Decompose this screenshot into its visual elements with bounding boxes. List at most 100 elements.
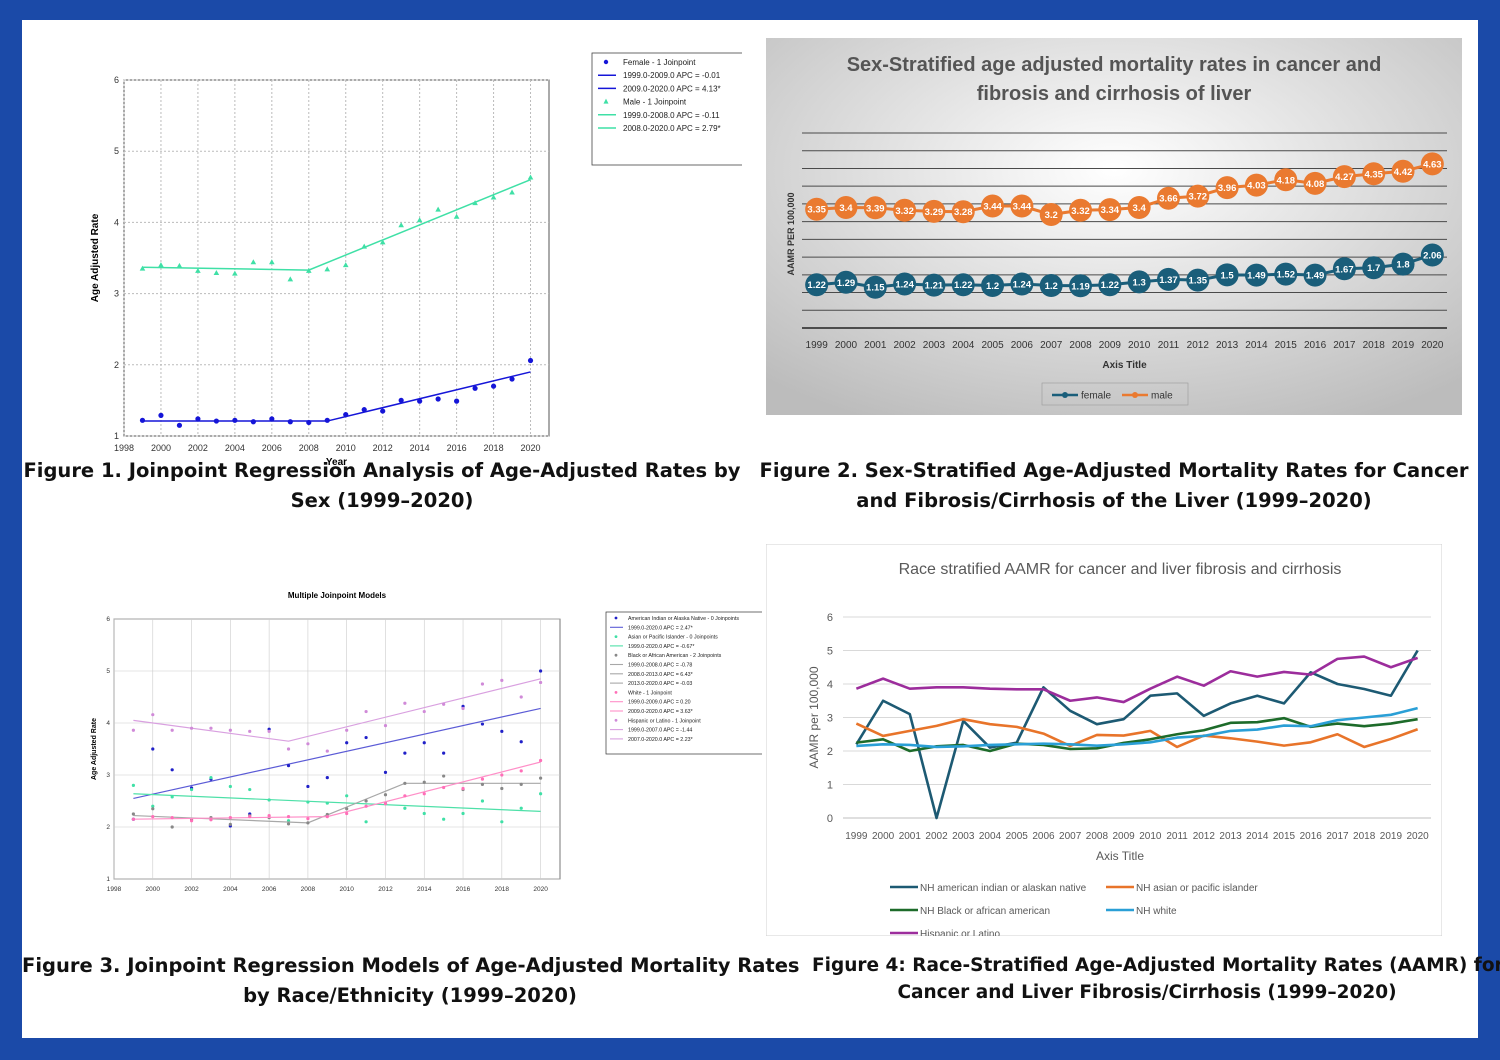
data-point xyxy=(519,695,523,699)
x-axis-title: Axis Title xyxy=(1102,360,1147,371)
data-point xyxy=(442,774,446,778)
series-line xyxy=(816,253,1433,289)
x-tick-label: 2002 xyxy=(925,831,948,842)
data-marker xyxy=(1244,263,1268,287)
data-point xyxy=(287,419,293,425)
data-point xyxy=(287,276,294,282)
y-tick-label: 5 xyxy=(114,146,119,156)
data-point xyxy=(306,821,310,825)
y-axis-title: Age Adjusted Rate xyxy=(91,718,98,780)
x-tick-label: 1998 xyxy=(107,886,122,893)
data-point xyxy=(361,407,367,413)
data-point xyxy=(228,784,232,789)
legend-label: 2008.0-2013.0 APC = 6.43* xyxy=(628,672,693,678)
x-tick-label: 2004 xyxy=(979,831,1002,842)
x-tick-label: 2010 xyxy=(1139,831,1162,842)
data-point xyxy=(480,722,485,726)
x-tick-label: 2012 xyxy=(1187,340,1210,351)
data-point xyxy=(151,807,155,811)
data-point xyxy=(209,776,213,780)
y-tick-label: 6 xyxy=(827,612,833,624)
data-marker xyxy=(1274,168,1298,192)
data-label: 4.18 xyxy=(1277,175,1296,186)
data-marker xyxy=(922,273,946,297)
y-tick-label: 3 xyxy=(827,713,833,725)
data-label: 1.21 xyxy=(925,281,944,292)
data-point xyxy=(324,417,330,423)
data-label: 1.7 xyxy=(1367,263,1380,274)
data-marker xyxy=(1244,173,1268,197)
fig3-caption-line: Figure 3. Joinpoint Regression Models of… xyxy=(22,954,800,977)
y-tick-label: 4 xyxy=(106,720,110,727)
data-marker xyxy=(1186,268,1210,292)
data-label: 3.66 xyxy=(1159,194,1178,205)
legend-label: 1999.0-2008.0 APC = -0.11 xyxy=(623,111,720,120)
data-point xyxy=(345,811,349,816)
data-point xyxy=(248,815,252,819)
data-point xyxy=(442,785,446,790)
data-label: 4.03 xyxy=(1247,181,1266,192)
data-point xyxy=(170,825,174,829)
x-tick-label: 2017 xyxy=(1333,340,1356,351)
data-point xyxy=(403,781,407,785)
x-tick-label: 1998 xyxy=(114,443,134,453)
data-point xyxy=(539,669,543,673)
data-marker xyxy=(1010,272,1034,296)
x-tick-label: 2005 xyxy=(1006,831,1029,842)
data-point xyxy=(509,376,515,382)
data-point xyxy=(472,385,478,391)
fig1-caption: Figure 1. Joinpoint Regression Analysis … xyxy=(22,456,742,516)
x-tick-label: 2000 xyxy=(146,886,161,893)
data-label: 3.35 xyxy=(807,205,826,216)
data-label: 4.08 xyxy=(1306,179,1325,190)
y-tick-label: 3 xyxy=(114,289,119,299)
data-point xyxy=(248,787,252,792)
legend-label: female xyxy=(1081,391,1111,402)
data-label: 1.15 xyxy=(866,283,885,294)
data-label: 3.34 xyxy=(1101,205,1120,216)
x-tick-label: 2009 xyxy=(1113,831,1136,842)
x-tick-label: 2018 xyxy=(1363,340,1386,351)
legend-label: 2009.0-2020.0 APC = 3.63* xyxy=(628,709,693,715)
data-point xyxy=(176,422,183,428)
legend-label: 1999.0-2007.0 APC = -1.44 xyxy=(628,728,692,734)
data-point xyxy=(345,728,349,732)
x-tick-label: 2004 xyxy=(952,340,975,351)
data-point xyxy=(422,811,426,816)
data-point xyxy=(398,397,404,403)
data-point xyxy=(306,800,310,804)
y-tick-label: 4 xyxy=(827,679,833,691)
data-point xyxy=(250,419,256,425)
data-marker xyxy=(1420,243,1444,267)
data-label: 4.42 xyxy=(1394,167,1413,178)
y-tick-label: 3 xyxy=(106,772,110,779)
data-point xyxy=(228,728,232,732)
x-tick-label: 2011 xyxy=(1158,340,1180,351)
plot-area xyxy=(113,618,561,880)
data-point xyxy=(539,776,543,780)
data-point xyxy=(305,267,312,273)
x-tick-label: 2008 xyxy=(1086,831,1109,842)
data-marker xyxy=(1069,274,1093,298)
x-tick-label: 2016 xyxy=(447,443,467,453)
x-tick-label: 2017 xyxy=(1326,831,1349,842)
data-point xyxy=(232,417,238,423)
data-point xyxy=(519,769,523,773)
x-tick-label: 2006 xyxy=(262,886,277,893)
data-point xyxy=(209,818,213,822)
data-point xyxy=(361,243,368,249)
x-tick-label: 2015 xyxy=(1273,831,1296,842)
legend-label: 2013.0-2020.0 APC = -0.03 xyxy=(628,681,692,687)
data-marker xyxy=(893,272,917,296)
x-tick-label: 2016 xyxy=(456,886,471,893)
data-marker xyxy=(981,273,1005,297)
data-point xyxy=(195,267,201,273)
data-point xyxy=(435,206,441,212)
data-point xyxy=(519,782,523,786)
data-label: 1.35 xyxy=(1189,276,1208,287)
data-marker xyxy=(1127,195,1151,219)
data-point xyxy=(364,799,368,803)
data-point xyxy=(539,792,543,796)
legend-label: American Indian or Alaska Native - 0 Joi… xyxy=(628,616,739,622)
y-tick-label: 4 xyxy=(114,217,119,227)
